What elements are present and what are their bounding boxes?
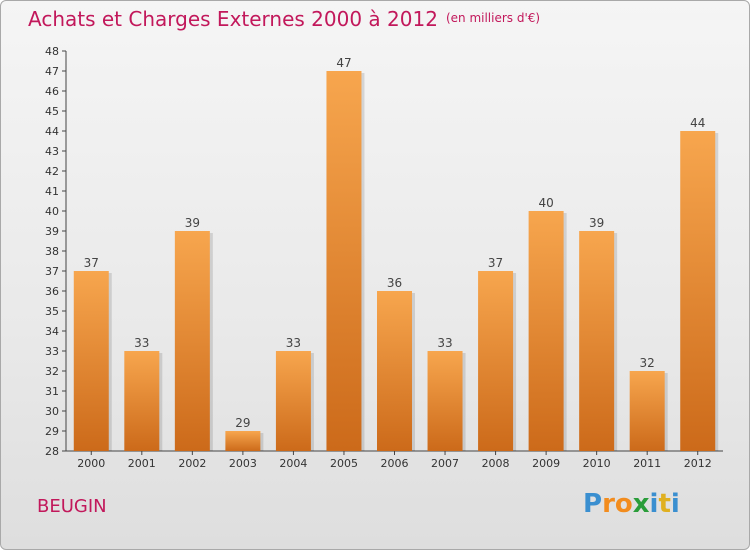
bar xyxy=(174,231,210,451)
bar xyxy=(275,351,311,451)
bar xyxy=(680,131,716,451)
x-tick-label: 2003 xyxy=(229,457,257,470)
x-tick-label: 2005 xyxy=(330,457,358,470)
bar xyxy=(225,431,261,451)
y-tick-label: 38 xyxy=(45,245,59,258)
title-text: Achats et Charges Externes 2000 à 2012 xyxy=(28,7,438,31)
x-tick-label: 2009 xyxy=(532,457,560,470)
logo-letter: x xyxy=(632,489,650,519)
data-label: 33 xyxy=(286,336,301,350)
y-tick-label: 44 xyxy=(45,125,59,138)
x-tick-label: 2008 xyxy=(482,457,510,470)
bars xyxy=(73,71,719,451)
y-tick-label: 39 xyxy=(45,225,59,238)
y-tick-label: 33 xyxy=(45,345,59,358)
bar xyxy=(629,371,665,451)
data-label: 39 xyxy=(589,216,604,230)
x-tick-label: 2000 xyxy=(77,457,105,470)
logo-letter: P xyxy=(583,489,603,519)
x-tick-label: 2010 xyxy=(583,457,611,470)
x-tick-label: 2007 xyxy=(431,457,459,470)
bar xyxy=(579,231,615,451)
logo-letter: r xyxy=(602,489,615,519)
data-label: 39 xyxy=(185,216,200,230)
y-tick-label: 45 xyxy=(45,105,59,118)
axes: 28 29 30 31 32 33 34 35 36 37 38 39 40 41 42 43 44 45 46 47… xyxy=(45,45,723,470)
y-tick-label: 28 xyxy=(45,445,59,458)
y-tick-label: 36 xyxy=(45,285,59,298)
y-tick-label: 42 xyxy=(45,165,59,178)
y-tick-label: 40 xyxy=(45,205,59,218)
data-label: 40 xyxy=(538,196,553,210)
y-tick-label: 48 xyxy=(45,45,59,58)
logo-letter: t xyxy=(658,489,671,519)
y-tick-label: 47 xyxy=(45,65,59,78)
bar xyxy=(427,351,463,451)
y-tick-label: 29 xyxy=(45,425,59,438)
y-tick-label: 30 xyxy=(45,405,59,418)
data-labels: 37 33 39 29 33 47 36 33 37 40 39 32 44 xyxy=(84,56,706,430)
bar xyxy=(124,351,160,451)
data-label: 37 xyxy=(488,256,503,270)
logo-letter: o xyxy=(614,489,633,519)
bar xyxy=(528,211,564,451)
y-tick-label: 43 xyxy=(45,145,59,158)
data-label: 32 xyxy=(640,356,655,370)
data-label: 36 xyxy=(387,276,402,290)
y-tick-label: 31 xyxy=(45,385,59,398)
data-label: 47 xyxy=(336,56,351,70)
y-tick-label: 41 xyxy=(45,185,59,198)
bar xyxy=(478,271,514,451)
chart-title: Achats et Charges Externes 2000 à 2012 (e… xyxy=(28,7,540,31)
logo-letter: i xyxy=(649,489,659,519)
y-tick-label: 37 xyxy=(45,265,59,278)
unit-label: (en milliers d'€) xyxy=(445,11,541,25)
y-tick-label: 46 xyxy=(45,85,59,98)
x-tick-label: 2001 xyxy=(128,457,156,470)
y-tick-label: 34 xyxy=(45,325,59,338)
x-tick-label: 2011 xyxy=(633,457,661,470)
y-tick-label: 32 xyxy=(45,365,59,378)
town-name: BEUGIN xyxy=(37,496,107,517)
bar xyxy=(73,271,109,451)
x-tick-label: 2012 xyxy=(684,457,712,470)
data-label: 37 xyxy=(84,256,99,270)
y-tick-label: 35 xyxy=(45,305,59,318)
x-tick-label: 2006 xyxy=(381,457,409,470)
data-label: 44 xyxy=(690,116,705,130)
logo-letter: i xyxy=(670,489,680,519)
bar xyxy=(377,291,412,451)
proxiti-logo[interactable]: Proxiti xyxy=(583,489,680,519)
data-label: 33 xyxy=(134,336,149,350)
data-label: 29 xyxy=(235,416,250,430)
bar xyxy=(326,71,362,451)
x-tick-label: 2002 xyxy=(178,457,206,470)
data-label: 33 xyxy=(437,336,452,350)
x-tick-label: 2004 xyxy=(279,457,307,470)
